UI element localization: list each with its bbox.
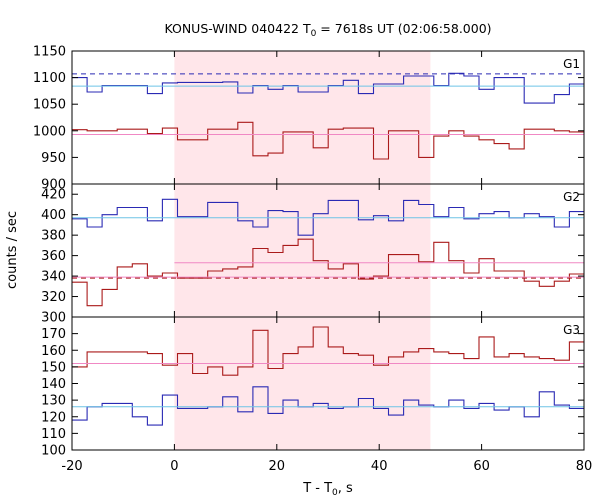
series-blue-histogram [72, 386, 584, 426]
y-tick-label: 100 [41, 444, 66, 459]
y-axis-label: counts / sec [5, 211, 20, 289]
y-tick-label: 1050 [33, 98, 66, 113]
y-tick-label: 130 [41, 394, 66, 409]
x-tick-label: 20 [269, 459, 286, 474]
y-tick-label: 340 [41, 270, 66, 285]
y-tick-label: 110 [41, 427, 66, 442]
chart-title-subscript: 0 [311, 29, 317, 39]
y-tick-label: 1100 [33, 71, 66, 86]
y-tick-label: 360 [41, 249, 66, 264]
x-axis-label: T - T0, s [302, 481, 353, 498]
series-blue-histogram [72, 198, 584, 236]
series-red-histogram [72, 326, 584, 376]
panel-g2: 300 320 340 360 380 400 420 G2 [41, 183, 585, 326]
x-axis-label-main: T - T [302, 481, 332, 496]
panel-data [72, 198, 584, 307]
series-red-histogram [72, 121, 584, 160]
x-tick-label: 80 [576, 459, 593, 474]
y-tick-label: 1150 [33, 45, 66, 60]
y-tick-label: 160 [41, 344, 66, 359]
y-tick-label: 1000 [33, 124, 66, 139]
y-tick-label: 320 [41, 290, 66, 305]
y-tick-label: 120 [41, 410, 66, 425]
series-red-histogram [72, 238, 584, 307]
x-tick-label: 0 [170, 459, 178, 474]
y-tick-label: 150 [41, 360, 66, 375]
y-tick-label: 140 [41, 377, 66, 392]
y-tick-label: 420 [41, 188, 66, 203]
burst-interval-shade [174, 184, 431, 317]
y-tick-label: 300 [41, 311, 66, 326]
x-tick-label: -20 [61, 459, 82, 474]
chart-panels: 9009501000105011001150G13003203403603804… [33, 45, 593, 475]
y-tick-label: 380 [41, 229, 66, 244]
y-tick-label: 950 [41, 151, 66, 166]
x-axis-label-rest: , s [338, 481, 353, 496]
y-tick-label: 400 [41, 208, 66, 223]
panel-label-g2: G2 [563, 190, 580, 204]
x-axis-label-subscript: 0 [332, 488, 338, 498]
x-tick-label: 40 [371, 459, 388, 474]
x-tick-label: 60 [473, 459, 490, 474]
chart-title-rest: = 7618s UT (02:06:58.000) [316, 21, 491, 36]
panel-label-g3: G3 [563, 323, 580, 337]
chart-title-main: KONUS-WIND 040422 T [164, 21, 310, 36]
chart-title: KONUS-WIND 040422 T0 = 7618s UT (02:06:5… [164, 21, 491, 39]
panel-label-g1: G1 [563, 57, 580, 71]
burst-interval-shade [174, 317, 431, 450]
y-tick-label: 170 [41, 327, 66, 342]
y-tick-label: 900 [41, 178, 66, 193]
panel-data [72, 326, 584, 426]
burst-interval-shade [174, 51, 431, 184]
series-blue-histogram [72, 72, 584, 104]
panel-data [72, 72, 584, 160]
panel-g1: 900 950 1000 1050 1100 1150 G1 [33, 45, 585, 193]
